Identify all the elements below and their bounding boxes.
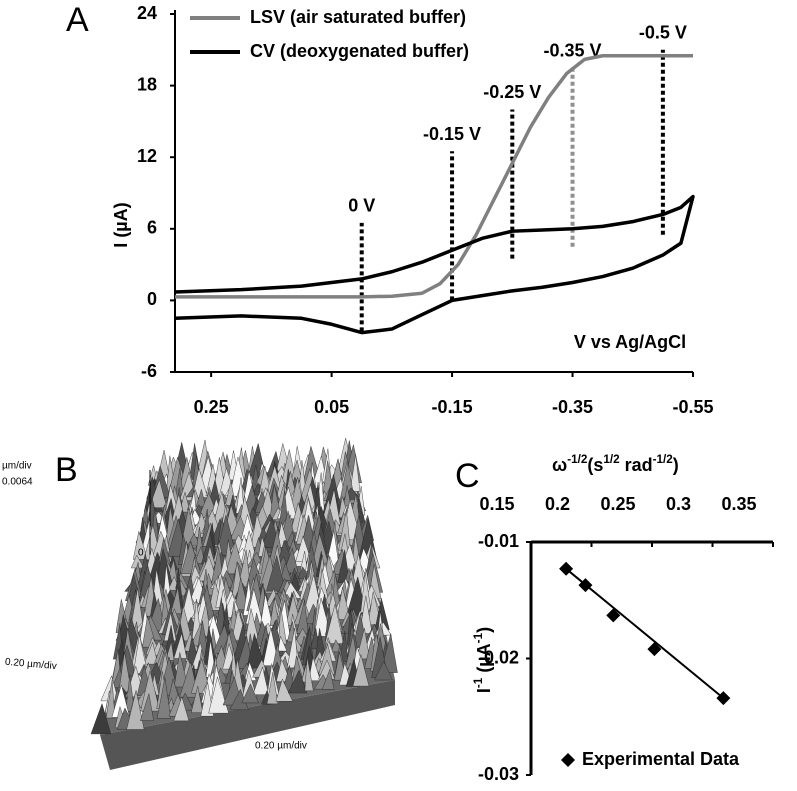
x-axis-title-part: rad bbox=[620, 455, 653, 475]
annotation-label: -0.5 V bbox=[639, 23, 687, 43]
afm-z-max: 0.0064 bbox=[2, 477, 33, 488]
surface-spike bbox=[266, 554, 286, 592]
surface-spike bbox=[190, 657, 211, 694]
surface-spike bbox=[356, 628, 370, 660]
afm-base-front bbox=[100, 680, 395, 770]
x-axis-title-part: (s bbox=[587, 455, 603, 475]
afm-z-min: 0 bbox=[138, 548, 144, 559]
x-axis-title: ω-1/2(s1/2 rad-1/2) bbox=[552, 453, 679, 475]
x-axis-title-sup: -1/2 bbox=[653, 453, 674, 466]
surface-spike bbox=[140, 693, 154, 721]
annotation-label: -0.15 V bbox=[423, 124, 481, 144]
surface-spike bbox=[148, 478, 168, 508]
surface-spike bbox=[156, 677, 172, 719]
y-tick-label: 18 bbox=[137, 74, 157, 94]
surface-spike bbox=[266, 672, 279, 705]
x-tick-label: 0.15 bbox=[479, 494, 514, 514]
surface-spike bbox=[143, 641, 159, 665]
surface-spike bbox=[194, 545, 206, 564]
surface-spike bbox=[246, 632, 266, 669]
panel-label: A bbox=[66, 1, 89, 39]
panel-label: C bbox=[455, 457, 480, 495]
surface-spike bbox=[132, 531, 148, 560]
y-axis-title-part: I bbox=[474, 688, 494, 693]
data-point bbox=[716, 691, 731, 706]
y-axis-title-sup: -1 bbox=[472, 632, 485, 643]
surface-spike bbox=[287, 669, 308, 694]
surface-spike bbox=[286, 628, 299, 669]
y-axis-title-part: ) bbox=[474, 627, 494, 633]
surface-spike bbox=[283, 547, 299, 574]
surface-spike bbox=[277, 635, 288, 652]
surface-spike bbox=[173, 696, 190, 722]
x-tick-label: -0.55 bbox=[672, 397, 713, 417]
afm-spikes bbox=[90, 438, 398, 735]
surface-spike bbox=[173, 652, 189, 688]
legend-label: LSV (air saturated buffer) bbox=[250, 7, 466, 27]
y-tick-label: 6 bbox=[147, 218, 157, 238]
surface-spike bbox=[352, 654, 370, 687]
x-axis-title-part: ω bbox=[552, 455, 567, 475]
data-point bbox=[647, 642, 662, 657]
surface-spike bbox=[304, 656, 314, 692]
afm-y-scale: 0.20 µm/div bbox=[5, 657, 58, 672]
surface-spike bbox=[125, 675, 135, 712]
surface-spike bbox=[310, 628, 320, 650]
annotation-label: -0.35 V bbox=[544, 40, 602, 60]
series-line bbox=[174, 194, 695, 335]
afm-panel: B µm/div 0.0064 0 0.20 µm/div 0.20 µm/di… bbox=[2, 438, 398, 770]
surface-spike bbox=[374, 660, 393, 681]
surface-spike bbox=[105, 680, 116, 719]
surface-spike bbox=[241, 683, 259, 704]
x-tick-label: -0.15 bbox=[432, 397, 473, 417]
trendline bbox=[565, 568, 725, 699]
x-tick-label: -0.35 bbox=[552, 397, 593, 417]
data-point bbox=[606, 608, 621, 623]
legend-label: Experimental Data bbox=[582, 749, 740, 769]
y-tick-label: 12 bbox=[137, 146, 157, 166]
afm-x-scale: 0.20 µm/div bbox=[255, 741, 307, 752]
x-tick-label: 0.05 bbox=[314, 397, 349, 417]
y-axis-title: I (µA) bbox=[111, 202, 131, 247]
x-tick-label: 0.35 bbox=[721, 494, 756, 514]
surface-spike bbox=[195, 488, 206, 507]
y-axis-title: I-1 (µA-1) bbox=[472, 627, 494, 693]
y-tick-label: -0.01 bbox=[478, 531, 519, 551]
x-axis-title-part: ) bbox=[673, 455, 679, 475]
surface-spike bbox=[190, 685, 204, 713]
x-axis-title-sup: 1/2 bbox=[603, 453, 620, 466]
legend-marker bbox=[561, 753, 575, 767]
surface-spike bbox=[90, 702, 112, 735]
y-tick-label: 0 bbox=[147, 289, 157, 309]
data-point bbox=[578, 578, 593, 593]
y-tick-label: -0.03 bbox=[478, 764, 519, 784]
legend-label: CV (deoxygenated buffer) bbox=[250, 41, 469, 61]
x-axis-title-sup: -1/2 bbox=[567, 453, 588, 466]
x-tick-label: 0.2 bbox=[545, 494, 570, 514]
surface-spike bbox=[308, 657, 321, 681]
x-axis-title: V vs Ag/AgCl bbox=[574, 332, 686, 352]
y-axis-title-part: (µA bbox=[474, 643, 494, 677]
data-point bbox=[559, 561, 574, 576]
y-axis-title-sup: -1 bbox=[472, 677, 485, 688]
y-tick-label: 24 bbox=[137, 3, 157, 23]
surface-spike bbox=[321, 668, 335, 690]
annotation-label: 0 V bbox=[348, 196, 375, 216]
x-tick-label: 0.25 bbox=[194, 397, 229, 417]
surface-spike bbox=[252, 666, 270, 695]
surface-spike bbox=[349, 454, 361, 492]
x-tick-label: 0.25 bbox=[600, 494, 635, 514]
y-tick-label: -0.02 bbox=[478, 647, 519, 667]
surface-spike bbox=[234, 577, 249, 610]
annotation-label: -0.25 V bbox=[483, 82, 541, 102]
series-line bbox=[175, 54, 693, 299]
surface-spike bbox=[336, 586, 351, 620]
y-tick-label: -6 bbox=[141, 361, 157, 381]
surface-spike bbox=[275, 678, 293, 702]
afm-z-unit: µm/div bbox=[2, 461, 32, 472]
surface-spike bbox=[126, 690, 145, 730]
panel-label: B bbox=[55, 451, 78, 489]
x-tick-label: 0.3 bbox=[666, 494, 691, 514]
